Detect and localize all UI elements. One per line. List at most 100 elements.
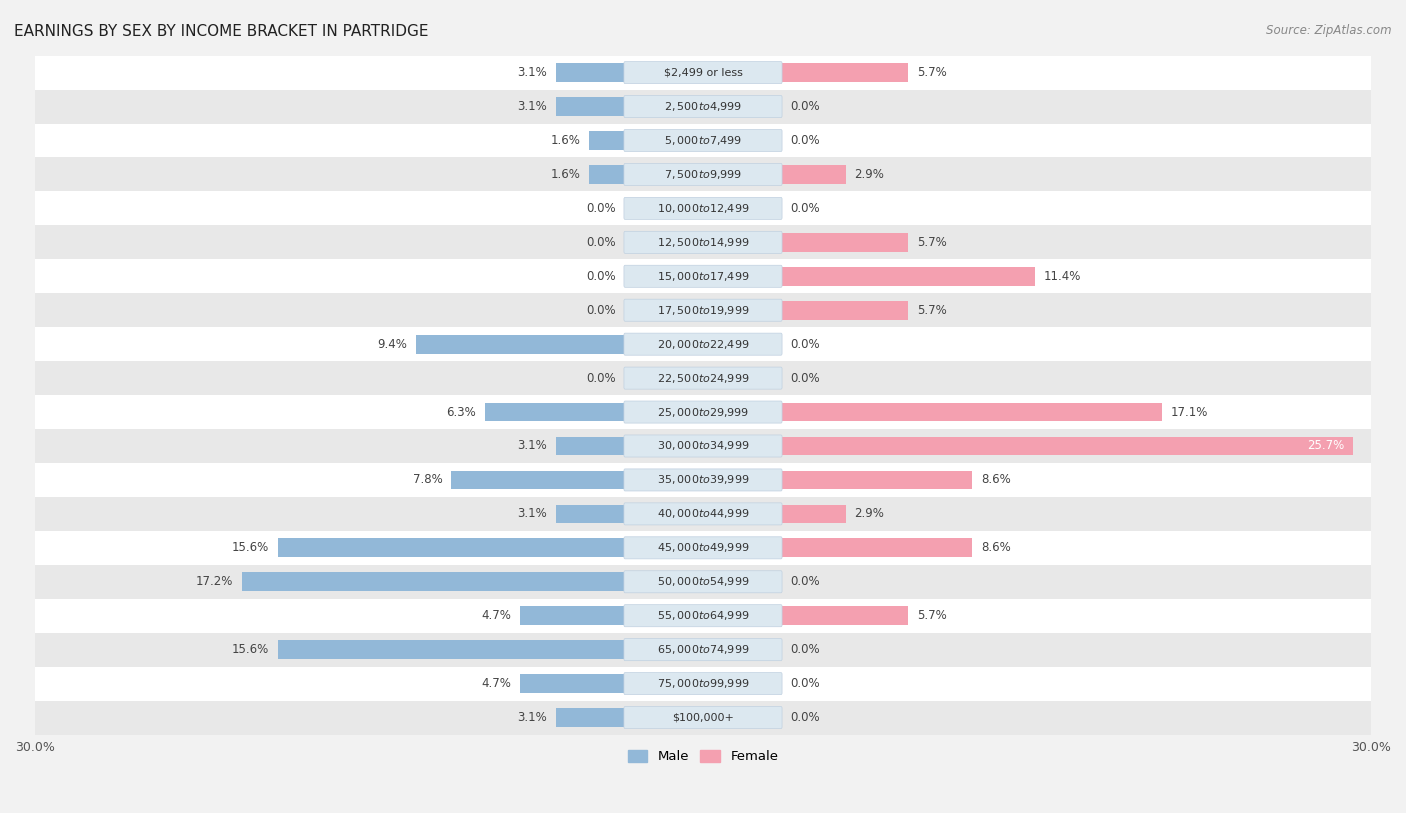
Bar [780,505,845,524]
FancyBboxPatch shape [624,299,782,321]
Text: 3.1%: 3.1% [517,100,547,113]
Text: 17.1%: 17.1% [1171,406,1208,419]
Text: $75,000 to $99,999: $75,000 to $99,999 [657,677,749,690]
Bar [416,335,626,354]
Bar [35,259,1371,293]
Text: $50,000 to $54,999: $50,000 to $54,999 [657,576,749,589]
FancyBboxPatch shape [624,163,782,185]
Bar [35,497,1371,531]
Text: 11.4%: 11.4% [1043,270,1081,283]
FancyBboxPatch shape [624,605,782,627]
Text: 5.7%: 5.7% [917,66,946,79]
Text: 9.4%: 9.4% [377,337,406,350]
Bar [780,233,908,252]
Bar [780,402,1161,421]
Bar [35,191,1371,225]
Bar [35,124,1371,158]
Text: EARNINGS BY SEX BY INCOME BRACKET IN PARTRIDGE: EARNINGS BY SEX BY INCOME BRACKET IN PAR… [14,24,429,39]
Text: 0.0%: 0.0% [586,304,616,317]
Bar [520,606,626,625]
FancyBboxPatch shape [624,265,782,287]
Text: 0.0%: 0.0% [790,100,820,113]
Bar [35,327,1371,361]
Text: 1.6%: 1.6% [551,168,581,181]
Bar [35,225,1371,259]
Bar [780,471,973,489]
Text: Source: ZipAtlas.com: Source: ZipAtlas.com [1267,24,1392,37]
Bar [277,538,626,557]
Text: $55,000 to $64,999: $55,000 to $64,999 [657,609,749,622]
Text: 5.7%: 5.7% [917,236,946,249]
Bar [242,572,626,591]
FancyBboxPatch shape [624,198,782,220]
Text: $45,000 to $49,999: $45,000 to $49,999 [657,541,749,554]
Bar [555,505,626,524]
Bar [35,55,1371,89]
Bar [35,293,1371,327]
Bar [780,437,1353,455]
Bar [780,165,845,184]
Bar [35,667,1371,701]
Bar [35,158,1371,191]
Bar [35,633,1371,667]
Text: 2.9%: 2.9% [855,507,884,520]
FancyBboxPatch shape [624,232,782,254]
Text: $40,000 to $44,999: $40,000 to $44,999 [657,507,749,520]
Bar [35,395,1371,429]
Text: 8.6%: 8.6% [981,473,1011,486]
FancyBboxPatch shape [624,435,782,457]
Text: $30,000 to $34,999: $30,000 to $34,999 [657,440,749,453]
Text: $17,500 to $19,999: $17,500 to $19,999 [657,304,749,317]
Text: $65,000 to $74,999: $65,000 to $74,999 [657,643,749,656]
Text: 0.0%: 0.0% [790,677,820,690]
Bar [35,361,1371,395]
FancyBboxPatch shape [624,401,782,423]
Text: 0.0%: 0.0% [790,337,820,350]
Text: 3.1%: 3.1% [517,507,547,520]
Text: 15.6%: 15.6% [232,643,269,656]
Bar [520,674,626,693]
Text: 0.0%: 0.0% [586,202,616,215]
Text: $10,000 to $12,499: $10,000 to $12,499 [657,202,749,215]
FancyBboxPatch shape [624,96,782,118]
Text: 5.7%: 5.7% [917,609,946,622]
Text: 0.0%: 0.0% [790,372,820,385]
FancyBboxPatch shape [624,571,782,593]
Bar [780,63,908,82]
FancyBboxPatch shape [624,639,782,661]
Text: $2,499 or less: $2,499 or less [664,67,742,77]
Bar [35,429,1371,463]
Text: $35,000 to $39,999: $35,000 to $39,999 [657,473,749,486]
Text: 5.7%: 5.7% [917,304,946,317]
Bar [589,131,626,150]
Bar [780,267,1035,285]
Bar [780,606,908,625]
Bar [555,708,626,727]
Text: $12,500 to $14,999: $12,500 to $14,999 [657,236,749,249]
Bar [35,598,1371,633]
Bar [555,437,626,455]
Bar [35,463,1371,497]
Bar [780,538,973,557]
Text: 8.6%: 8.6% [981,541,1011,554]
Text: $7,500 to $9,999: $7,500 to $9,999 [664,168,742,181]
Bar [780,301,908,320]
Text: 0.0%: 0.0% [790,711,820,724]
FancyBboxPatch shape [624,706,782,728]
Bar [555,98,626,116]
Text: 3.1%: 3.1% [517,711,547,724]
FancyBboxPatch shape [624,537,782,559]
Text: 0.0%: 0.0% [790,643,820,656]
Text: 0.0%: 0.0% [586,270,616,283]
Legend: Male, Female: Male, Female [623,745,783,768]
Bar [589,165,626,184]
FancyBboxPatch shape [624,367,782,389]
Text: 0.0%: 0.0% [790,134,820,147]
Text: 15.6%: 15.6% [232,541,269,554]
Text: $2,500 to $4,999: $2,500 to $4,999 [664,100,742,113]
Text: $20,000 to $22,499: $20,000 to $22,499 [657,337,749,350]
Text: $5,000 to $7,499: $5,000 to $7,499 [664,134,742,147]
Text: 2.9%: 2.9% [855,168,884,181]
FancyBboxPatch shape [624,62,782,84]
Text: 4.7%: 4.7% [482,609,512,622]
